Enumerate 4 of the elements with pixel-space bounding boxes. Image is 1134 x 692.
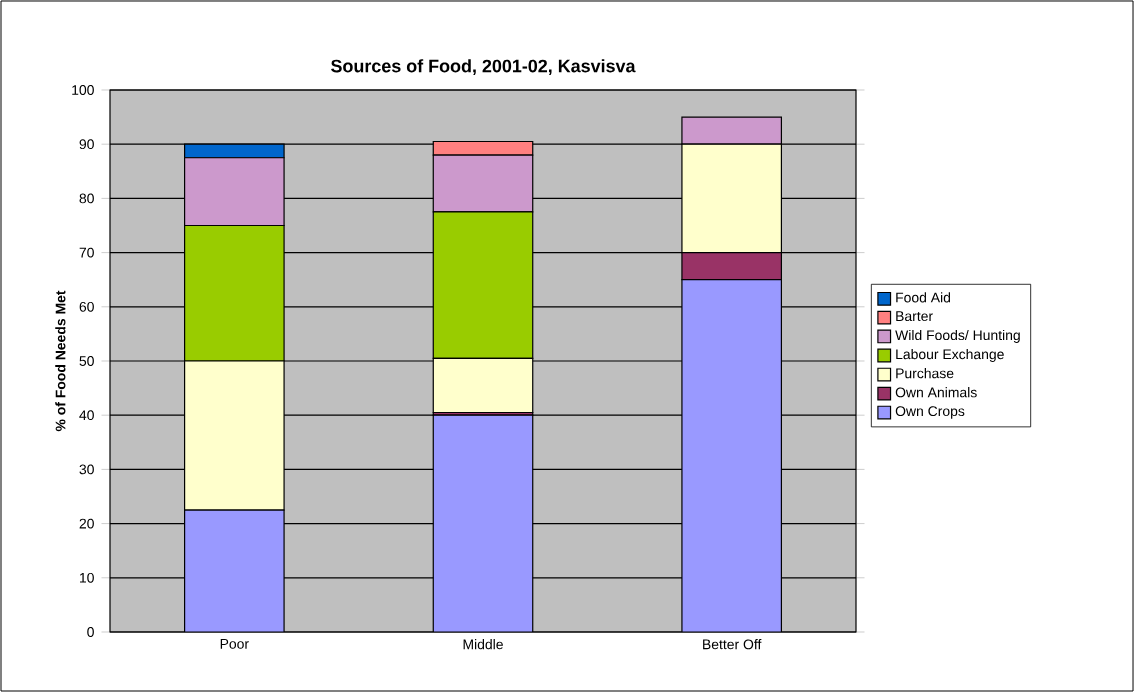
bar — [432, 414, 534, 632]
bar — [184, 509, 285, 632]
chart-title: Sources of Food, 2001-02, Kasvisva — [331, 59, 636, 75]
bar — [681, 279, 783, 632]
